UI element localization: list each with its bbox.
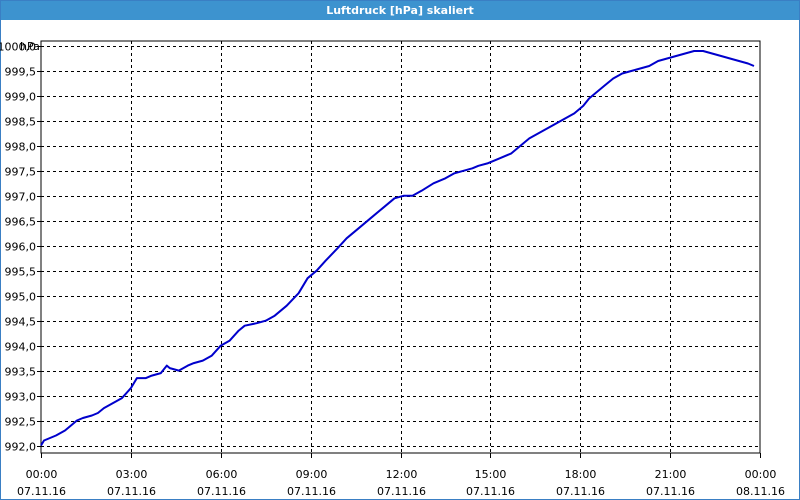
y-tick-label: 992,0 xyxy=(5,441,37,454)
plot-frame xyxy=(40,40,761,454)
y-tick-label: 997,0 xyxy=(5,191,37,204)
x-tick-date: 07.11.16 xyxy=(556,485,605,498)
y-tick-label: 992,5 xyxy=(5,416,37,429)
x-tick-date: 07.11.16 xyxy=(646,485,695,498)
y-tick-label: 999,0 xyxy=(5,91,37,104)
y-tick-label: 999,5 xyxy=(5,66,37,79)
y-tick-label: 995,5 xyxy=(5,266,37,279)
chart-title: Luftdruck [hPa] skaliert xyxy=(1,1,799,20)
x-tick-time: 21:00 xyxy=(655,468,687,481)
x-tick-time: 15:00 xyxy=(475,468,507,481)
y-tick-label: 993,0 xyxy=(5,391,37,404)
y-tick-label: 998,5 xyxy=(5,116,37,129)
y-tick-label: 995,0 xyxy=(5,291,37,304)
y-tick-label: 997,5 xyxy=(5,166,37,179)
x-tick-date: 07.11.16 xyxy=(197,485,246,498)
x-tick-time: 18:00 xyxy=(565,468,597,481)
x-tick-time: 12:00 xyxy=(386,468,418,481)
series-layer xyxy=(40,50,755,447)
y-tick-label: 998,0 xyxy=(5,141,37,154)
x-tick-date: 08.11.16 xyxy=(736,485,785,498)
x-tick-time: 00:00 xyxy=(26,468,58,481)
x-tick-date: 07.11.16 xyxy=(287,485,336,498)
y-tick-label: 1000,0 xyxy=(0,41,36,54)
x-tick-time: 09:00 xyxy=(296,468,328,481)
y-tick-label: 994,5 xyxy=(5,316,37,329)
x-axis-ticks: 00:00 07.11.16 03:00 07.11.16 06:00 07.11.16 0… xyxy=(17,453,785,498)
x-tick-time: 00:00 xyxy=(745,468,777,481)
x-tick-date: 07.11.16 xyxy=(466,485,515,498)
y-axis-ticks: 992,0 992,5 993,0 993,5 994,0 994,5 995,0 995,5… xyxy=(0,41,41,454)
pressure-series-line xyxy=(40,50,755,447)
x-tick-date: 07.11.16 xyxy=(107,485,156,498)
y-tick-label: 996,0 xyxy=(5,241,37,254)
y-tick-label: 993,5 xyxy=(5,366,37,379)
y-axis-unit-label: hPa xyxy=(20,40,40,53)
y-tick-label: 996,5 xyxy=(5,216,37,229)
x-tick-time: 06:00 xyxy=(206,468,238,481)
x-tick-date: 07.11.16 xyxy=(377,485,426,498)
x-tick-date: 07.11.16 xyxy=(17,485,66,498)
y-tick-label: 994,0 xyxy=(5,341,37,354)
grid-lines xyxy=(41,41,760,453)
x-tick-time: 03:00 xyxy=(116,468,148,481)
